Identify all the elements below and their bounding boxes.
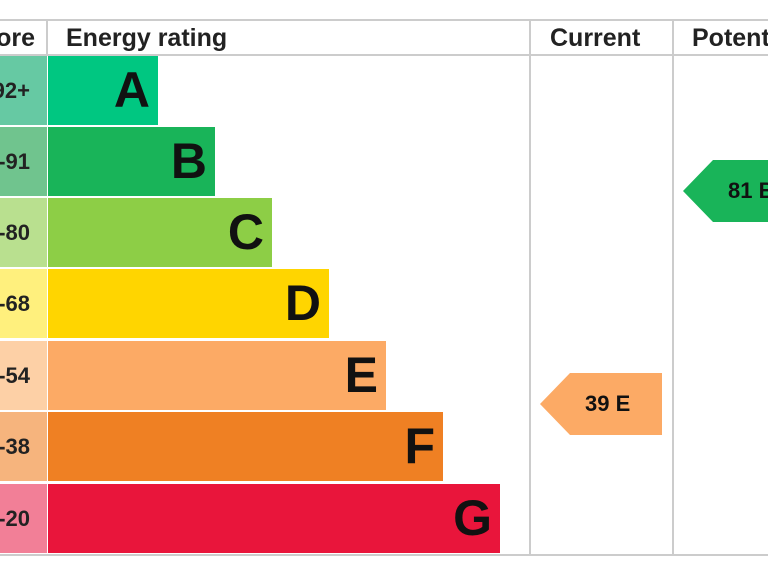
score-label: 39-54 xyxy=(0,363,30,388)
rating-letter: D xyxy=(284,275,321,331)
score-cell xyxy=(0,484,47,553)
potential-label: 81 B xyxy=(728,178,768,203)
score-cell xyxy=(0,269,47,338)
score-cell xyxy=(0,198,47,267)
rating-header: Energy rating xyxy=(66,24,228,52)
bottom-border xyxy=(0,554,768,556)
score-label: 1-20 xyxy=(0,506,30,531)
current-label: 39 E xyxy=(585,391,631,416)
rating-letter: B xyxy=(170,133,207,189)
rating-bar: C xyxy=(48,198,272,267)
score-label: 21-38 xyxy=(0,434,30,459)
score-label: 55-68 xyxy=(0,291,30,316)
rating-bar: D xyxy=(48,269,329,338)
score-header: Score xyxy=(0,24,35,52)
rating-bar: A xyxy=(48,56,158,125)
potential-header: Potential xyxy=(692,24,768,52)
score-cell xyxy=(0,56,47,125)
score-label: 81-91 xyxy=(0,149,30,174)
rating-letter: G xyxy=(453,490,492,546)
score-cell xyxy=(0,412,47,481)
rating-bar: F xyxy=(48,412,443,481)
rating-letter: F xyxy=(404,418,435,474)
current-arrow: 39 E xyxy=(540,373,662,435)
potential-arrow: 81 B xyxy=(683,160,768,222)
rating-bar: B xyxy=(48,127,215,196)
score-cell xyxy=(0,127,47,196)
score-cell xyxy=(0,341,47,410)
column-divider xyxy=(46,20,48,55)
rating-letter: A xyxy=(113,62,150,118)
rating-letter: C xyxy=(227,204,264,260)
top-border xyxy=(0,19,768,21)
rating-bar: E xyxy=(48,341,386,410)
header-border xyxy=(0,54,768,56)
score-label: 92+ xyxy=(0,78,30,103)
current-header: Current xyxy=(550,24,641,52)
column-divider xyxy=(529,20,531,555)
score-label: 69-80 xyxy=(0,220,30,245)
rating-bar: G xyxy=(48,484,500,553)
rating-letter: E xyxy=(344,347,378,403)
column-divider xyxy=(672,20,674,555)
